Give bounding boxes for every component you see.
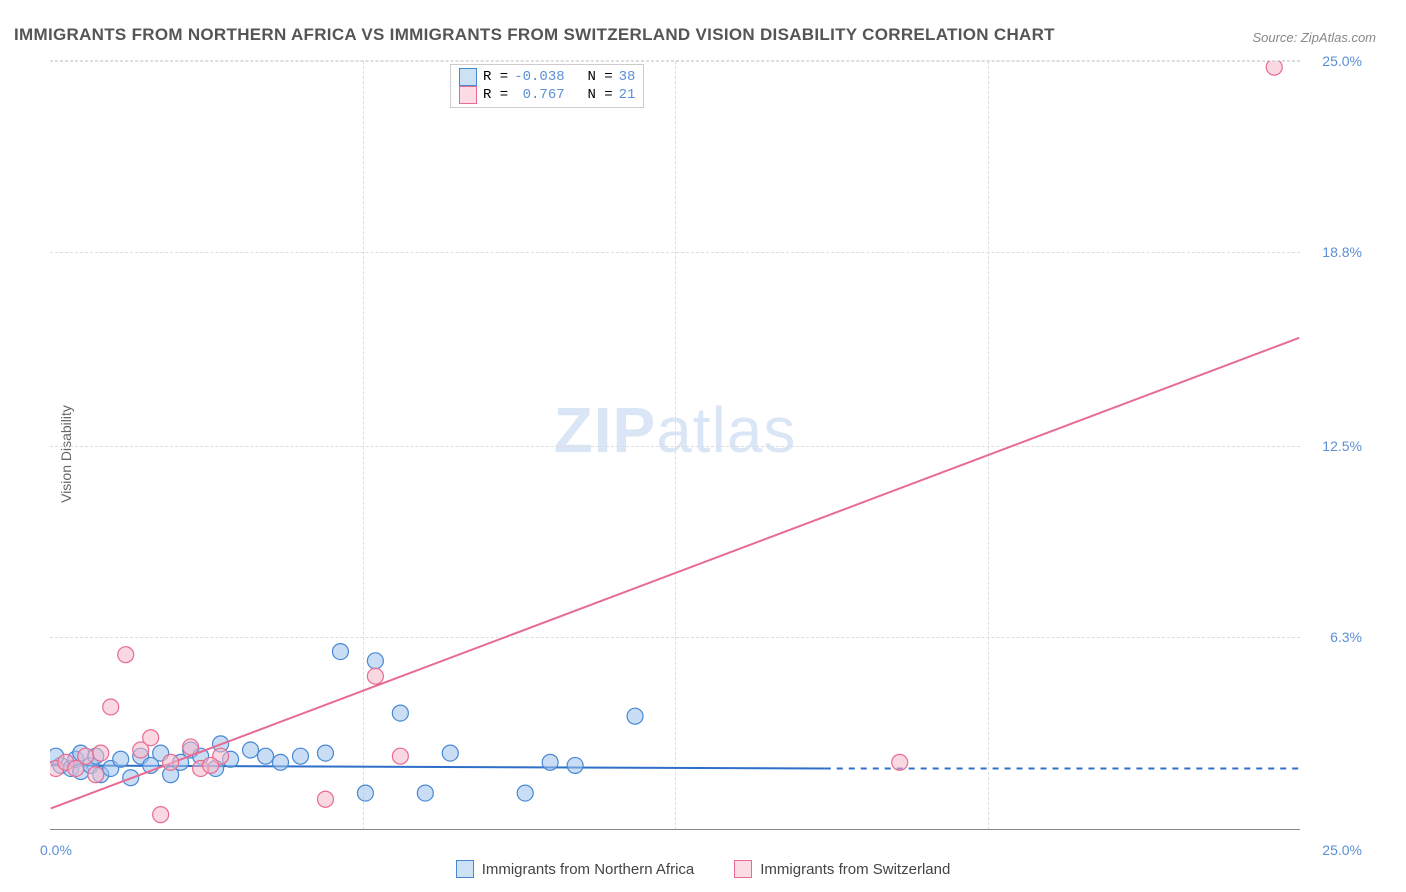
correlation-chart: IMMIGRANTS FROM NORTHERN AFRICA VS IMMIG…: [0, 0, 1406, 892]
y-tick-label: 18.8%: [1322, 244, 1362, 260]
legend-label-2: Immigrants from Switzerland: [760, 861, 950, 878]
chart-title: IMMIGRANTS FROM NORTHERN AFRICA VS IMMIG…: [14, 25, 1055, 45]
legend-bottom: Immigrants from Northern Africa Immigran…: [0, 860, 1406, 878]
legend-item-2: Immigrants from Switzerland: [734, 860, 950, 878]
x-tick-max: 25.0%: [1322, 842, 1362, 858]
source-attribution: Source: ZipAtlas.com: [1252, 30, 1376, 45]
legend-item-1: Immigrants from Northern Africa: [456, 860, 695, 878]
legend-label-1: Immigrants from Northern Africa: [482, 861, 695, 878]
plot-area: Vision Disability ZIPatlas R = -0.038 N …: [50, 60, 1300, 830]
y-tick-label: 12.5%: [1322, 438, 1362, 454]
swatch-bottom-2: [734, 860, 752, 878]
y-tick-label: 25.0%: [1322, 53, 1362, 69]
swatch-bottom-1: [456, 860, 474, 878]
y-tick-label: 6.3%: [1330, 629, 1362, 645]
plot-svg: [50, 61, 1300, 830]
x-tick-min: 0.0%: [40, 842, 72, 858]
